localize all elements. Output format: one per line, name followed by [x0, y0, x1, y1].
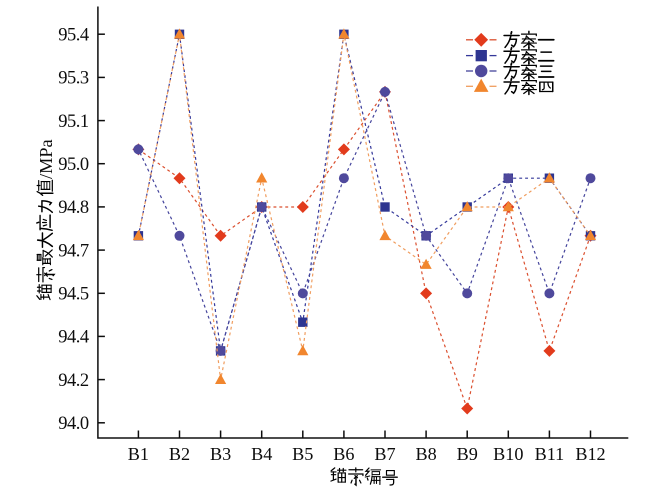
svg-text:B5: B5 — [292, 444, 313, 464]
svg-text:94.7: 94.7 — [58, 241, 89, 261]
svg-text:B11: B11 — [535, 444, 565, 464]
svg-text:B2: B2 — [169, 444, 190, 464]
svg-text:B8: B8 — [415, 444, 436, 464]
svg-text:B10: B10 — [493, 444, 523, 464]
svg-text:94.5: 94.5 — [58, 285, 89, 305]
svg-text:94.0: 94.0 — [58, 414, 89, 434]
svg-text:95.0: 95.0 — [58, 155, 89, 175]
svg-text:94.2: 94.2 — [58, 371, 89, 391]
svg-text:B4: B4 — [251, 444, 272, 464]
svg-text:95.1: 95.1 — [58, 112, 89, 132]
svg-text:B6: B6 — [333, 444, 354, 464]
svg-text:95.4: 95.4 — [58, 25, 89, 45]
svg-text:94.8: 94.8 — [58, 198, 89, 218]
svg-text:/MPa: /MPa — [36, 139, 56, 179]
svg-text:B3: B3 — [210, 444, 231, 464]
svg-text:B1: B1 — [128, 444, 149, 464]
svg-text:94.4: 94.4 — [58, 328, 89, 348]
svg-text:B9: B9 — [457, 444, 478, 464]
svg-text:95.3: 95.3 — [58, 69, 89, 89]
svg-text:B12: B12 — [575, 444, 605, 464]
svg-text:B7: B7 — [374, 444, 395, 464]
